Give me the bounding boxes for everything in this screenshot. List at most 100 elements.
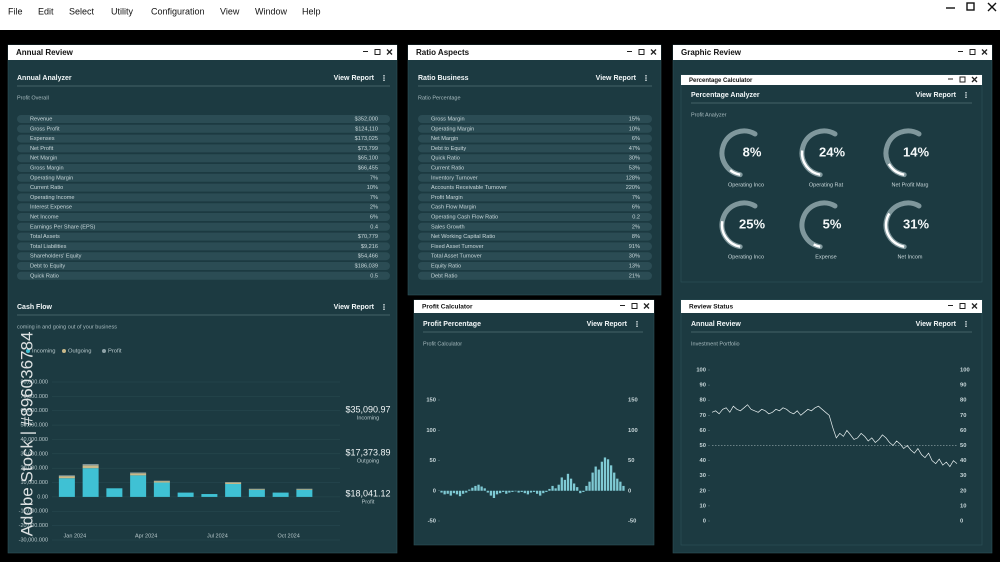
- panel-header: [408, 45, 661, 60]
- view-report-button[interactable]: View Report: [596, 75, 637, 82]
- row-label: Operating Margin: [30, 175, 73, 181]
- close-icon[interactable]: [987, 2, 997, 12]
- menu-dots[interactable]: [645, 77, 647, 79]
- menu-dots[interactable]: [965, 92, 967, 94]
- menu-item[interactable]: Edit: [38, 6, 54, 16]
- bar: [539, 490, 542, 496]
- bar-segment: [225, 482, 242, 484]
- y-tick-label: 50,000.000: [20, 423, 48, 429]
- bar: [526, 490, 530, 495]
- menu-item[interactable]: View: [220, 6, 240, 16]
- view-report-button[interactable]: View Report: [916, 321, 957, 328]
- y2-tick-label: 0: [960, 519, 963, 525]
- y-tick-label: 100: [426, 428, 436, 434]
- menu-dots[interactable]: [965, 94, 967, 96]
- app-controls[interactable]: [946, 2, 997, 12]
- menu-item[interactable]: File: [8, 6, 23, 16]
- bar: [505, 490, 508, 494]
- table-row: [17, 144, 390, 153]
- maximize-button[interactable]: [959, 76, 966, 83]
- bar: [477, 484, 480, 491]
- y2-tick-label: 20: [960, 488, 966, 494]
- y2-tick-label: 10: [960, 503, 966, 509]
- restore-icon[interactable]: [966, 2, 975, 11]
- section-caption: coming in and going out of your business: [17, 324, 117, 330]
- row-value: 10%: [629, 126, 640, 132]
- close-button[interactable]: [650, 49, 657, 55]
- menu-item[interactable]: Window: [255, 6, 288, 16]
- maximize-button[interactable]: [969, 49, 976, 55]
- bar: [511, 490, 514, 492]
- row-value: 30%: [629, 156, 640, 162]
- view-report-button[interactable]: View Report: [334, 304, 375, 311]
- menu-dots[interactable]: [965, 321, 967, 323]
- y-tick-label: 80: [700, 398, 706, 404]
- legend-label: Outgoing: [68, 349, 92, 355]
- menu-item[interactable]: Help: [302, 6, 321, 16]
- table-row: [418, 193, 652, 202]
- row-label: Interest Expense: [30, 205, 72, 211]
- menu-dots[interactable]: [383, 77, 385, 79]
- maximize-button[interactable]: [638, 49, 645, 55]
- y-tick-label: 60,000.000: [20, 408, 48, 414]
- menu-item[interactable]: Configuration: [151, 6, 205, 16]
- section-heading: Annual Analyzer: [17, 75, 72, 82]
- close-button[interactable]: [386, 49, 393, 55]
- bar: [483, 488, 486, 491]
- menu-item[interactable]: Select: [69, 6, 95, 16]
- row-value: 220%: [626, 185, 640, 191]
- section-heading: Cash Flow: [17, 304, 53, 311]
- y-tick-label: 150: [426, 398, 436, 404]
- menu-dots[interactable]: [636, 321, 638, 323]
- bar-segment: [130, 473, 147, 476]
- row-label: Net Margin: [431, 136, 458, 142]
- table-row: [17, 134, 390, 143]
- row-label: Net Income: [30, 214, 59, 220]
- close-button[interactable]: [643, 303, 650, 309]
- menu-dots[interactable]: [383, 79, 385, 81]
- y-tick-label: 70: [700, 413, 706, 419]
- maximize-button[interactable]: [959, 303, 966, 309]
- y2-tick-label: 30: [960, 473, 966, 479]
- bar: [566, 473, 570, 491]
- row-value: 7%: [370, 195, 378, 201]
- bar: [616, 478, 619, 491]
- panel-title: Profit Calculator: [422, 304, 473, 311]
- panel-header: [673, 45, 992, 60]
- menu-dots[interactable]: [383, 75, 385, 77]
- menu-dots[interactable]: [383, 306, 385, 308]
- close-button[interactable]: [971, 303, 978, 309]
- menu-dots[interactable]: [965, 96, 967, 98]
- row-label: Operating Margin: [431, 126, 474, 132]
- section-caption: Investment Portfolio: [691, 341, 740, 347]
- close-button[interactable]: [971, 76, 978, 83]
- gauge-value: 5%: [823, 216, 842, 231]
- row-value: $70,779: [358, 234, 378, 240]
- legend-swatch: [26, 349, 30, 353]
- menu-dots[interactable]: [965, 323, 967, 325]
- bar: [517, 490, 520, 493]
- bar-segment: [58, 475, 75, 477]
- x-tick-label: Jul 2024: [207, 533, 228, 539]
- section-heading: Ratio Business: [418, 75, 469, 82]
- maximize-button[interactable]: [631, 303, 638, 309]
- menu-item[interactable]: Utility: [111, 6, 133, 16]
- bar: [619, 481, 622, 491]
- row-value: $9,216: [361, 244, 378, 250]
- menu-dots[interactable]: [636, 325, 638, 328]
- menu-dots[interactable]: [645, 79, 647, 81]
- view-report-button[interactable]: View Report: [334, 75, 375, 82]
- menu-dots[interactable]: [965, 325, 967, 328]
- view-report-button[interactable]: View Report: [916, 92, 957, 99]
- menu-dots[interactable]: [636, 323, 638, 325]
- gauge-fill: [887, 163, 905, 176]
- close-button[interactable]: [981, 49, 988, 55]
- section-caption: Ratio Percentage: [418, 95, 461, 101]
- menu-dots[interactable]: [383, 304, 385, 306]
- row-value: $73,799: [358, 146, 378, 152]
- menu-dots[interactable]: [645, 75, 647, 77]
- row-value: 128%: [626, 175, 640, 181]
- maximize-button[interactable]: [374, 49, 381, 55]
- view-report-button[interactable]: View Report: [587, 321, 628, 328]
- menu-dots[interactable]: [383, 308, 385, 311]
